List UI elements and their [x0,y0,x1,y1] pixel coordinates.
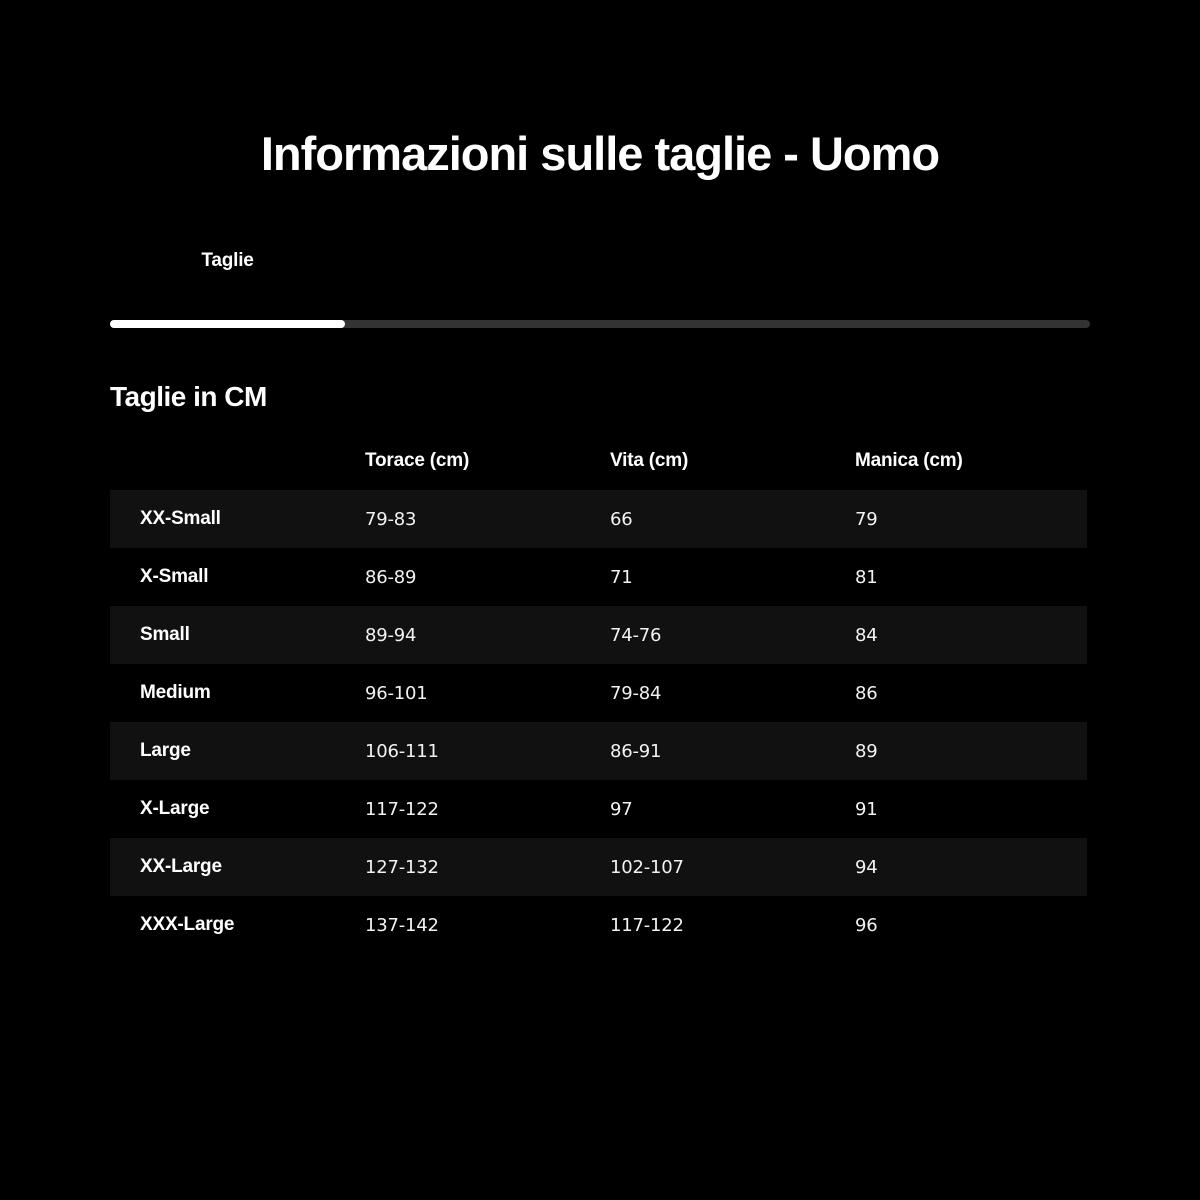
table-row: Large 106-111 86-91 89 [110,722,1087,780]
manica-cell: 79 [855,508,878,530]
size-cell: XXX-Large [140,914,235,935]
table-row: X-Small 86-89 71 81 [110,548,1087,606]
size-cell: XX-Large [140,856,222,877]
torace-cell: 137-142 [365,914,439,936]
torace-cell: 106-111 [365,740,439,762]
vita-cell: 117-122 [610,914,684,936]
table-header-row: Torace (cm) Vita (cm) Manica (cm) [110,432,1087,490]
torace-cell: 86-89 [365,566,417,588]
manica-cell: 94 [855,856,878,878]
table-row: Medium 96-101 79-84 86 [110,664,1087,722]
torace-cell: 96-101 [365,682,428,704]
tab-indicator-active [110,320,345,328]
table-row: XX-Large 127-132 102-107 94 [110,838,1087,896]
vita-cell: 66 [610,508,633,530]
manica-cell: 96 [855,914,878,936]
vita-cell: 86-91 [610,740,662,762]
header-torace: Torace (cm) [365,450,470,471]
torace-cell: 79-83 [365,508,417,530]
page-title: Informazioni sulle taglie - Uomo [260,127,940,180]
manica-cell: 81 [855,566,878,588]
manica-cell: 91 [855,798,878,820]
manica-cell: 84 [855,624,878,646]
table-body: XX-Small 79-83 66 79 X-Small 86-89 71 81… [110,490,1087,954]
manica-cell: 89 [855,740,878,762]
vita-cell: 71 [610,566,633,588]
manica-cell: 86 [855,682,878,704]
vita-cell: 97 [610,798,633,820]
table-row: XX-Small 79-83 66 79 [110,490,1087,548]
size-cell: X-Large [140,798,210,819]
size-cell: X-Small [140,566,209,587]
tab-indicator-track [110,320,1090,328]
table-row: X-Large 117-122 97 91 [110,780,1087,838]
size-cell: Medium [140,682,211,703]
vita-cell: 102-107 [610,856,684,878]
torace-cell: 89-94 [365,624,417,646]
vita-cell: 79-84 [610,682,662,704]
vita-cell: 74-76 [610,624,662,646]
section-heading: Taglie in CM [110,381,267,412]
tab-taglie[interactable]: Taglie [110,250,345,272]
table-row: Small 89-94 74-76 84 [110,606,1087,664]
size-cell: Small [140,624,190,645]
size-table: Torace (cm) Vita (cm) Manica (cm) XX-Sma… [110,432,1087,954]
header-manica: Manica (cm) [855,450,963,471]
size-tabs: Taglie [110,250,345,272]
size-cell: XX-Small [140,508,221,529]
torace-cell: 127-132 [365,856,439,878]
table-row: XXX-Large 137-142 117-122 96 [110,896,1087,954]
header-vita: Vita (cm) [610,450,689,471]
size-cell: Large [140,740,191,761]
torace-cell: 117-122 [365,798,439,820]
